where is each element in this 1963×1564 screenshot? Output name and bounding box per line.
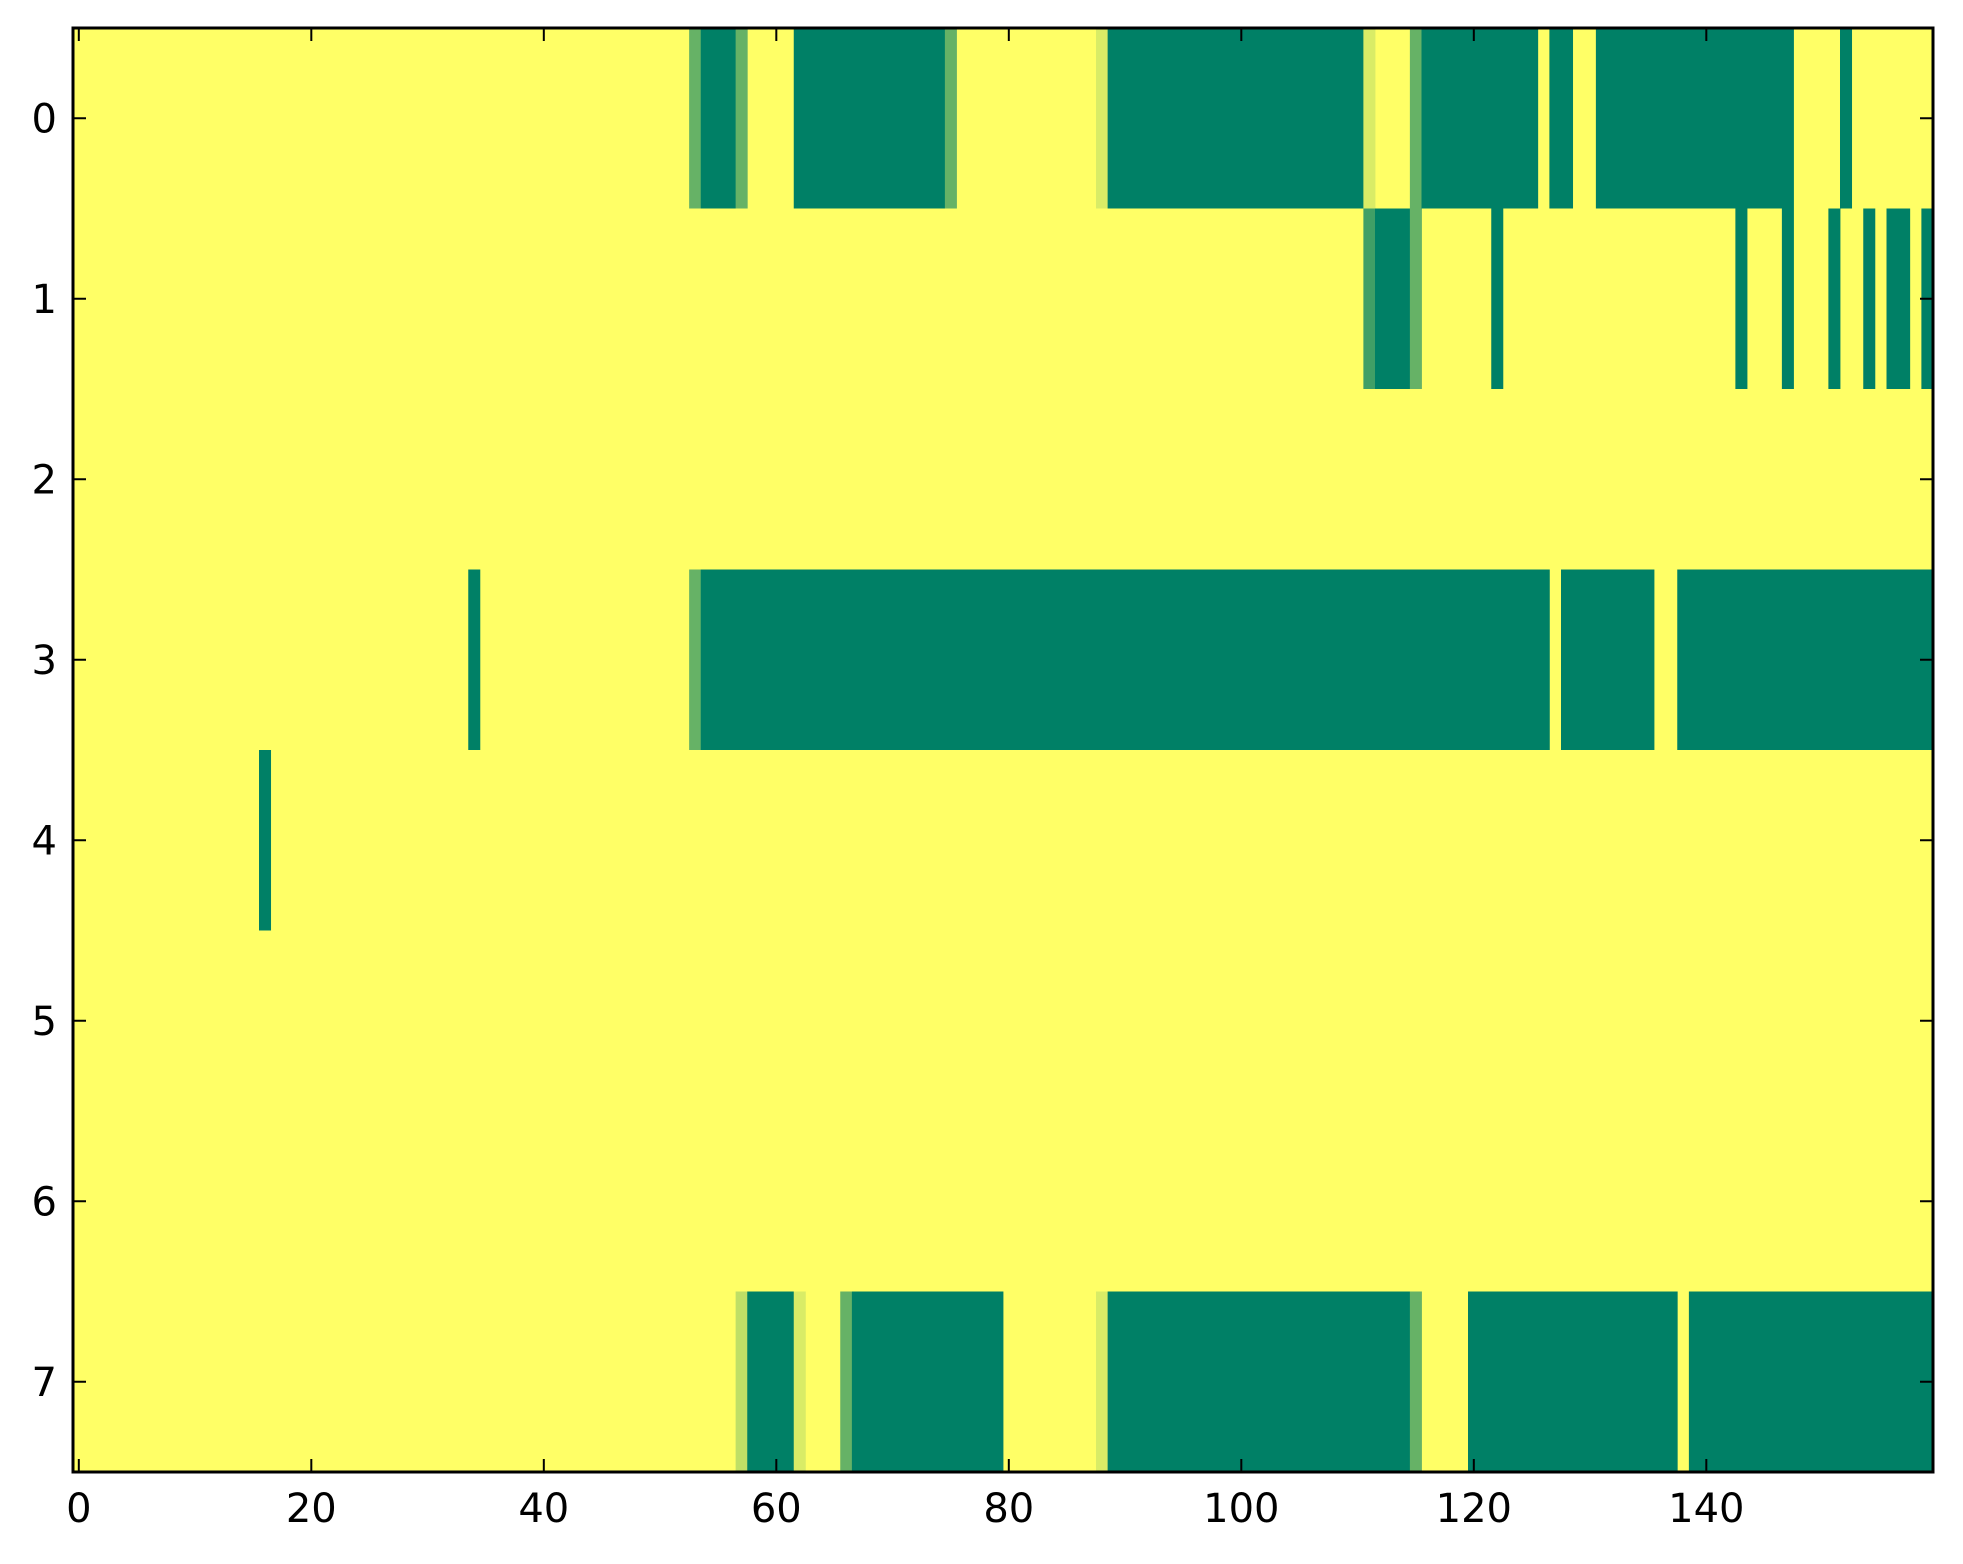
x-tick-label: 60	[751, 1486, 802, 1532]
heatmap-cell-row7-x120	[1468, 1291, 1678, 1472]
y-tick-label: 5	[32, 999, 57, 1045]
heatmap-cell-row7-x115	[1409, 1291, 1422, 1472]
heatmap-cell-row0-x131	[1595, 28, 1794, 209]
y-tick-labels: 0 1 2 3 4 5 6 7	[32, 96, 57, 1406]
axis-ticks	[73, 28, 1933, 1472]
x-tick-label: 40	[518, 1486, 569, 1532]
heatmap-cell-row7-x57	[735, 1291, 748, 1472]
heatmap-cell-row1-x147	[1781, 208, 1794, 389]
y-tick-label: 3	[32, 638, 57, 684]
heatmap-cell-row3-x128	[1561, 569, 1655, 750]
heatmap-cell-row7-x67	[851, 1291, 1004, 1472]
x-tick-label: 80	[983, 1486, 1034, 1532]
heatmap-cell-row0-x57	[735, 28, 748, 209]
heatmap-cell-row0-x62	[793, 28, 946, 209]
heatmap-cell-row0-x111	[1363, 28, 1376, 209]
heatmap-cell-row0-x116	[1421, 28, 1539, 209]
heatmap-cell-row0-x75	[944, 28, 957, 209]
heatmap-cell-row7-x139	[1688, 1291, 1934, 1472]
heatmap-cell-row0-x115	[1409, 28, 1422, 209]
y-tick-label: 4	[32, 818, 57, 864]
heatmap-cell-row1-x111	[1363, 208, 1376, 389]
heatmap-cell-row1-x143	[1735, 208, 1748, 389]
heatmap-cell-row0-x54	[700, 28, 737, 209]
heatmap-cell-row0-x53	[689, 28, 702, 209]
x-tick-label: 140	[1668, 1486, 1744, 1532]
heatmap-cell-row7-x62	[793, 1291, 806, 1472]
heatmap-cell-row0-x89	[1107, 28, 1364, 209]
heatmap-cells	[259, 28, 1934, 1472]
heatmap-cell-row0-x127	[1549, 28, 1574, 209]
x-tick-label: 100	[1203, 1486, 1279, 1532]
heatmap-cell-row7-x89	[1107, 1291, 1411, 1472]
heatmap-cell-row3-x138	[1677, 569, 1934, 750]
y-tick-label: 0	[32, 96, 57, 142]
heatmap-cell-row3-x34	[468, 569, 481, 750]
y-tick-label: 1	[32, 277, 57, 323]
heatmap-cell-row0-x88	[1096, 28, 1109, 209]
heatmap-cell-row1-x156	[1886, 208, 1911, 389]
heatmap-cell-row3-x53	[689, 569, 702, 750]
heatmap-cell-row1-x122	[1491, 208, 1504, 389]
heatmap-cell-row1-x112	[1375, 208, 1411, 389]
x-tick-label: 20	[286, 1486, 337, 1532]
heatmap-cell-row1-x154	[1863, 208, 1876, 389]
y-tick-label: 7	[32, 1360, 57, 1406]
heatmap-cell-row1-x115	[1409, 208, 1422, 389]
heatmap-cell-row1-x151	[1828, 208, 1841, 389]
heatmap-cell-row4-x16	[259, 750, 272, 931]
heatmap-cell-row7-x88	[1096, 1291, 1109, 1472]
x-tick-labels: 0 20 40 60 80 100 120 140	[66, 1486, 1744, 1532]
heatmap-cell-row3-x54	[700, 569, 1550, 750]
heatmap-cell-row0-x152	[1840, 28, 1853, 209]
heatmap-cell-row7-x66	[840, 1291, 853, 1472]
x-tick-label: 120	[1436, 1486, 1512, 1532]
y-tick-label: 6	[32, 1179, 57, 1225]
x-tick-label: 0	[66, 1486, 91, 1532]
plot-frame	[71, 26, 1935, 1474]
y-tick-label: 2	[32, 457, 57, 503]
heatmap-cell-row7-x58	[747, 1291, 795, 1472]
